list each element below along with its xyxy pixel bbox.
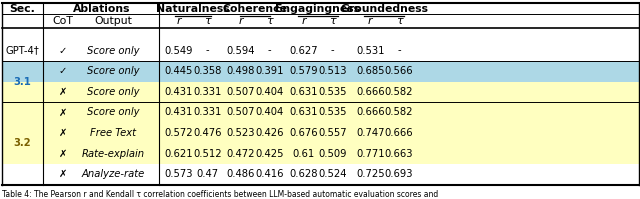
Text: ✗: ✗ [59,107,67,117]
Text: -: - [397,46,401,56]
Text: Score only: Score only [87,46,140,56]
Text: r: r [239,16,243,26]
Text: 0.535: 0.535 [318,87,347,97]
Text: 0.358: 0.358 [193,66,222,76]
Text: 0.663: 0.663 [385,149,413,159]
Text: 0.631: 0.631 [290,107,318,117]
Text: 0.676: 0.676 [290,128,318,138]
Text: 0.531: 0.531 [356,46,385,56]
Text: 0.426: 0.426 [255,128,284,138]
Text: Rate-explain: Rate-explain [82,149,145,159]
Text: 0.693: 0.693 [385,169,413,179]
Text: 0.524: 0.524 [318,169,347,179]
Text: r: r [368,16,372,26]
Text: 3.1: 3.1 [13,77,31,87]
Text: 0.472: 0.472 [227,149,255,159]
Text: Analyze-rate: Analyze-rate [82,169,145,179]
Text: 0.557: 0.557 [318,128,347,138]
Text: 0.61: 0.61 [293,149,315,159]
Text: 0.507: 0.507 [227,87,255,97]
Text: 3.2: 3.2 [13,139,31,148]
Text: 0.498: 0.498 [227,66,255,76]
Text: 0.523: 0.523 [227,128,255,138]
Text: Score only: Score only [87,87,140,97]
Text: Sec.: Sec. [9,4,35,14]
Bar [2,82,639,164]
Text: Table 4: The Pearson r and Kendall τ correlation coefficients between LLM-based : Table 4: The Pearson r and Kendall τ cor… [2,190,438,199]
Text: ✗: ✗ [59,87,67,97]
Text: ✗: ✗ [59,128,67,138]
Text: GPT-4†: GPT-4† [5,46,39,56]
Text: 0.47: 0.47 [196,169,219,179]
Text: r: r [301,16,307,26]
Text: -: - [206,46,209,56]
Text: 0.404: 0.404 [255,87,284,97]
Text: 0.391: 0.391 [255,66,284,76]
Text: r: r [177,16,181,26]
Text: Naturalness: Naturalness [156,4,230,14]
Text: 0.404: 0.404 [255,107,284,117]
Text: Free Text: Free Text [90,128,136,138]
Text: 0.627: 0.627 [290,46,318,56]
Text: τ: τ [329,16,336,26]
Text: 0.621: 0.621 [164,149,193,159]
Text: Groundedness: Groundedness [340,4,428,14]
Text: 0.513: 0.513 [318,66,347,76]
Text: 0.566: 0.566 [385,66,413,76]
Text: Ablations: Ablations [72,4,130,14]
Text: Output: Output [94,16,132,26]
Text: 0.666: 0.666 [356,87,385,97]
Text: 0.512: 0.512 [193,149,222,159]
Text: 0.573: 0.573 [164,169,193,179]
Text: -: - [268,46,271,56]
Text: Engagingness: Engagingness [275,4,360,14]
Text: 0.535: 0.535 [318,107,347,117]
Text: 0.582: 0.582 [385,87,413,97]
Text: -: - [331,46,335,56]
Text: 0.509: 0.509 [318,149,347,159]
Text: Score only: Score only [87,107,140,117]
Text: ✓: ✓ [59,46,67,56]
Text: τ: τ [266,16,273,26]
Text: 0.445: 0.445 [165,66,193,76]
Text: 0.666: 0.666 [356,107,385,117]
Text: Score only: Score only [87,66,140,76]
Bar [2,40,639,82]
Text: 0.582: 0.582 [385,107,413,117]
Bar [2,40,639,61]
Text: 0.572: 0.572 [164,128,193,138]
Text: 0.549: 0.549 [164,46,193,56]
Text: 0.476: 0.476 [193,128,222,138]
Text: 0.416: 0.416 [255,169,284,179]
Text: 0.425: 0.425 [255,149,284,159]
Text: 0.331: 0.331 [193,107,222,117]
Text: 0.685: 0.685 [356,66,385,76]
Text: 0.579: 0.579 [290,66,318,76]
Text: 0.486: 0.486 [227,169,255,179]
Text: 0.431: 0.431 [165,87,193,97]
Text: ✗: ✗ [59,149,67,159]
Text: 0.507: 0.507 [227,107,255,117]
Text: 0.331: 0.331 [193,87,222,97]
Text: Coherence: Coherence [222,4,287,14]
Text: 0.666: 0.666 [385,128,413,138]
Text: ✓: ✓ [59,66,67,76]
Bar [2,3,639,40]
Text: 0.594: 0.594 [227,46,255,56]
Text: τ: τ [204,16,211,26]
Text: 0.431: 0.431 [165,107,193,117]
Text: CoT: CoT [52,16,74,26]
Text: ✗: ✗ [59,169,67,179]
Text: τ: τ [396,16,403,26]
Text: 0.747: 0.747 [356,128,385,138]
Text: 0.628: 0.628 [290,169,318,179]
Text: 0.771: 0.771 [356,149,385,159]
Text: 0.725: 0.725 [356,169,385,179]
Text: 0.631: 0.631 [290,87,318,97]
